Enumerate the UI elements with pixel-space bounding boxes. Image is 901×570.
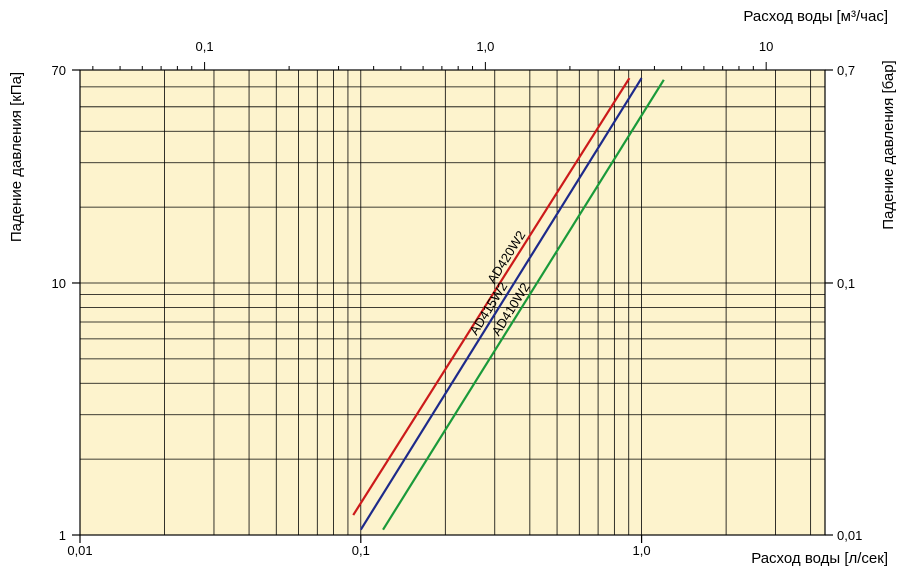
x2-axis-title: Расход воды [м³/час]: [743, 8, 888, 25]
x-tick-label: 0,1: [352, 543, 370, 558]
x-tick-label: 0,01: [67, 543, 92, 558]
x2-tick-label: 1,0: [476, 39, 494, 54]
y-tick-label: 70: [52, 63, 66, 78]
x2-tick-label: 0,1: [196, 39, 214, 54]
y-axis-title: Падение давления [кПа]: [8, 72, 25, 242]
plot-frame: [79, 69, 826, 536]
x-tick-label: 1,0: [633, 543, 651, 558]
y2-tick-label: 0,1: [837, 276, 855, 291]
x-axis-title: Расход воды [л/сек]: [751, 550, 888, 567]
y-tick-label: 10: [52, 276, 66, 291]
y-tick-label: 1: [59, 528, 66, 543]
y2-tick-label: 0,7: [837, 63, 855, 78]
x2-tick-label: 10: [759, 39, 773, 54]
series-line-ad410w2: [382, 79, 665, 531]
series-line-ad420w2: [352, 77, 631, 516]
tick-marks: [72, 62, 833, 543]
series-line-ad415w2: [359, 77, 643, 531]
tick-labels: 0,01 0,1 1,0 0,1 1,0 10 1 10 70 0,01 0,1 0,7: [52, 39, 863, 558]
plot-background: [80, 70, 825, 535]
y2-axis-title: Падение давления [бар]: [880, 60, 897, 229]
y2-tick-label: 0,01: [837, 528, 862, 543]
